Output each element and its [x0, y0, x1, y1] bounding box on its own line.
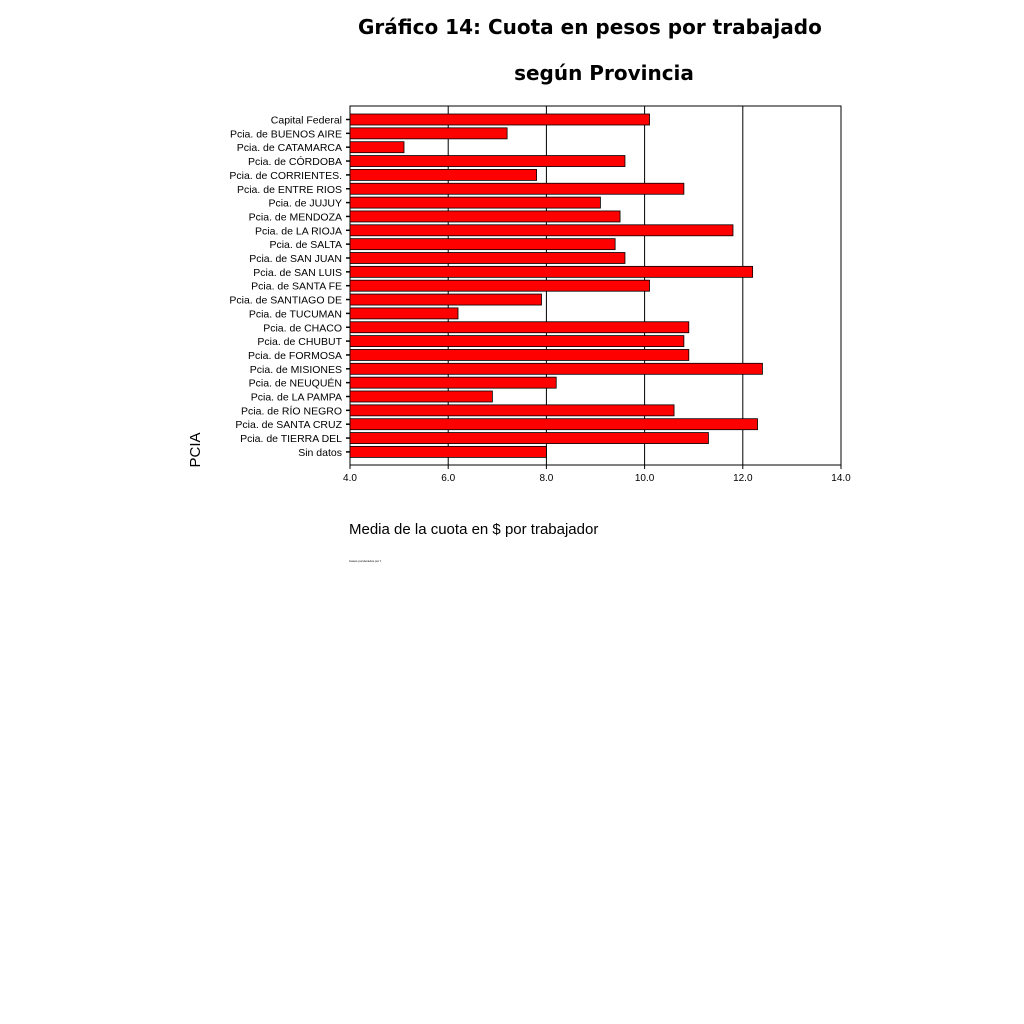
- bar: [349, 238, 616, 251]
- bar: [349, 432, 709, 444]
- x-tick-label: 4.0: [343, 473, 357, 484]
- category-label: Pcia. de SANTA FE: [251, 281, 342, 293]
- category-label: Pcia. de RÍO NEGRO: [241, 404, 342, 417]
- x-axis-ticks: 4.0 6.0 8.0 10.0 12.0 14.0: [343, 465, 851, 484]
- bar: [349, 390, 493, 403]
- category-label: Capital Federal: [271, 115, 342, 127]
- category-label: Pcia. de CORRIENTES.: [229, 170, 342, 182]
- bar: [349, 196, 601, 209]
- x-tick-label: 8.0: [539, 473, 553, 484]
- y-axis-title: PCIA: [187, 432, 204, 467]
- chart-title-line-2: según Provincia: [514, 61, 694, 85]
- bar: [349, 155, 626, 167]
- category-label: Pcia. de CATAMARCA: [237, 142, 342, 154]
- category-label: Pcia. de CHACO: [263, 322, 342, 334]
- category-label: Pcia. de LA RIOJA: [255, 225, 342, 237]
- category-label: Pcia. de NEUQUÉN: [249, 377, 342, 390]
- category-label: Pcia. de TUCUMAN: [249, 308, 342, 320]
- category-label: Pcia. de MISIONES: [250, 364, 342, 376]
- bar: [349, 362, 763, 375]
- category-label: Pcia. de SAN JUAN: [249, 253, 342, 265]
- chart-title-line-1: Gráfico 14: Cuota en pesos por trabajado: [358, 15, 822, 39]
- bar: [349, 418, 758, 431]
- bar: [349, 321, 690, 334]
- bar: [349, 307, 459, 320]
- category-label: Pcia. de ENTRE RIOS: [237, 184, 342, 196]
- bar: [349, 445, 547, 458]
- bar: [349, 224, 734, 237]
- bar: [349, 168, 537, 181]
- category-label: Pcia. de SANTIAGO DE: [229, 295, 342, 307]
- category-label: Pcia. de BUENOS AIRE: [230, 128, 342, 140]
- category-label: Pcia. de SALTA: [269, 239, 342, 251]
- bar: [349, 252, 626, 264]
- bar: [349, 265, 754, 278]
- category-label: Pcia. de TIERRA DEL: [240, 433, 342, 445]
- bar: [349, 210, 621, 223]
- category-label: Pcia. de CHUBUT: [257, 336, 342, 348]
- bar: [349, 335, 685, 348]
- category-label: Pcia. de MENDOZA: [249, 211, 342, 223]
- category-label: Sin datos: [298, 447, 342, 459]
- x-tick-label: 12.0: [733, 473, 753, 484]
- category-label: Pcia. de SAN LUIS: [253, 267, 342, 279]
- category-label: Pcia. de JUJUY: [268, 198, 342, 210]
- bar: [349, 127, 508, 140]
- bar: [349, 113, 650, 126]
- bar: [349, 404, 675, 417]
- bar: [349, 182, 685, 195]
- x-axis-title: Media de la cuota en $ por trabajador: [349, 521, 598, 538]
- category-label: Pcia. de CÓRDOBA: [248, 155, 342, 168]
- bar: [349, 141, 405, 154]
- bar: [349, 376, 557, 389]
- category-label: Pcia. de SANTA CRUZ: [235, 419, 342, 431]
- category-label: Pcia. de FORMOSA: [248, 350, 342, 362]
- bar: [349, 293, 542, 306]
- x-tick-label: 6.0: [441, 473, 455, 484]
- category-label: Pcia. de LA PAMPA: [251, 392, 342, 404]
- bar: [349, 279, 650, 292]
- x-tick-label: 10.0: [635, 473, 655, 484]
- bar: [349, 349, 690, 361]
- footnote: Casos ponderados por f: [349, 559, 381, 563]
- x-tick-label: 14.0: [831, 473, 851, 484]
- bars: [349, 113, 763, 458]
